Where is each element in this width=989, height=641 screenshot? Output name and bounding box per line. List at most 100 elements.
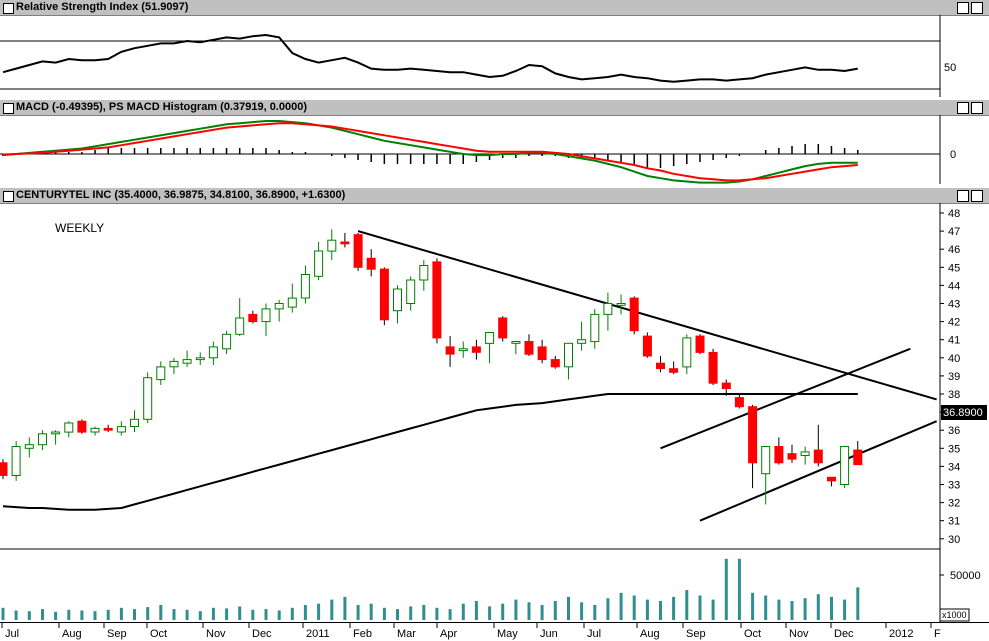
x-tick-label: Sep [686, 628, 706, 640]
volume-bar [409, 606, 413, 620]
minimize-button[interactable] [957, 190, 969, 202]
macd-histogram [2, 144, 859, 168]
candle-body [537, 346, 547, 361]
candle-body [748, 406, 758, 464]
volume-bar [14, 610, 18, 620]
rsi-title: Relative Strength Index (51.9097) [16, 1, 189, 13]
candle [51, 430, 61, 445]
volume-bar [356, 605, 360, 620]
volume-bar [159, 605, 163, 620]
signal-line [2, 122, 858, 182]
candle [656, 356, 665, 373]
volume-bar [672, 596, 676, 620]
candle-body [406, 279, 416, 304]
price-tick-label: 39 [948, 371, 960, 383]
candle-body [629, 297, 639, 332]
volume-multiplier: x1000 [942, 610, 967, 620]
candle-body [274, 303, 284, 310]
candle [774, 437, 784, 465]
candle [261, 303, 271, 337]
volume-bar [422, 605, 426, 620]
volume-bar [659, 601, 662, 620]
volume-bar [396, 609, 399, 620]
volume-bar [764, 595, 768, 620]
price-tick-label: 33 [948, 480, 960, 492]
candle-body [182, 359, 192, 364]
candle [393, 285, 402, 324]
candle-body [248, 313, 258, 323]
candle [603, 292, 613, 331]
x-tick-label: Jun [540, 628, 558, 640]
close-button[interactable] [971, 2, 983, 14]
volume-bar [751, 592, 755, 620]
volume-bar [685, 590, 689, 620]
candle-body [222, 333, 232, 350]
x-axis: Jul Aug Sep Oct Nov Dec 2011 Feb Mar Apr May Jun Jul… [0, 622, 989, 641]
candle-body [314, 250, 324, 277]
candle-body [38, 433, 47, 446]
volume-bar [724, 558, 728, 620]
candle-body [550, 359, 560, 368]
candle-body [156, 366, 166, 381]
candle [287, 283, 297, 313]
x-tick-label: Aug [62, 628, 82, 640]
candle-body [734, 397, 744, 408]
volume-bar [133, 609, 136, 620]
candle-body [366, 257, 376, 270]
volume-bar [606, 598, 610, 620]
volume-bar [1, 607, 5, 620]
volume-bar [435, 607, 439, 620]
volume-bar [501, 603, 505, 620]
close-button[interactable] [971, 102, 983, 114]
minimize-button[interactable] [957, 2, 969, 14]
candle [116, 421, 126, 436]
volume-bar [843, 599, 847, 620]
candle [90, 426, 100, 436]
candle [550, 356, 560, 369]
candle [274, 299, 284, 322]
volume-bar [474, 601, 478, 620]
candle-body [208, 346, 218, 359]
x-tick-label: Sep [107, 628, 127, 640]
volume-bars [1, 558, 944, 620]
candle [0, 459, 8, 480]
price-tick-label: 41 [948, 335, 960, 347]
candle [235, 298, 245, 337]
candle-body [669, 368, 679, 373]
candle-body [511, 341, 521, 344]
rsi-title-bar: Relative Strength Index (51.9097) [0, 0, 989, 16]
volume-bar [580, 602, 584, 620]
price-tick-label: 42 [948, 317, 960, 329]
x-tick-label: Jul [587, 628, 601, 640]
x-tick-label: Nov [206, 628, 226, 640]
volume-bar [567, 596, 570, 620]
candle-body [90, 427, 100, 433]
candle [524, 334, 534, 356]
candle-body [103, 427, 113, 431]
price-title: CENTURYTEL INC (35.4000, 36.9875, 34.810… [16, 189, 346, 201]
close-button[interactable] [971, 190, 983, 202]
candle-body [590, 313, 600, 343]
price-tick-label: 48 [948, 208, 960, 220]
candle-body [827, 476, 836, 482]
candle-body [616, 303, 626, 306]
macd-plot: 0 [0, 115, 956, 184]
candle [353, 232, 363, 271]
candle-body [564, 342, 573, 368]
volume-bar [711, 599, 715, 620]
candle [537, 339, 547, 364]
candle-body [0, 462, 8, 476]
x-tick-label: Oct [150, 628, 167, 640]
candle [419, 260, 429, 291]
x-tick-label: Dec [252, 628, 272, 640]
volume-bar [461, 603, 465, 620]
price-plot: 48474645444342414039383736353433323130 W… [0, 203, 987, 548]
volume-bar [343, 596, 347, 620]
candle [103, 424, 113, 432]
x-tick-label: Feb [353, 628, 372, 640]
last-price-box [941, 405, 987, 420]
volume-bar [146, 607, 150, 620]
minimize-button[interactable] [957, 102, 969, 114]
volume-tick-label: 50000 [950, 570, 981, 582]
candle [642, 332, 652, 358]
